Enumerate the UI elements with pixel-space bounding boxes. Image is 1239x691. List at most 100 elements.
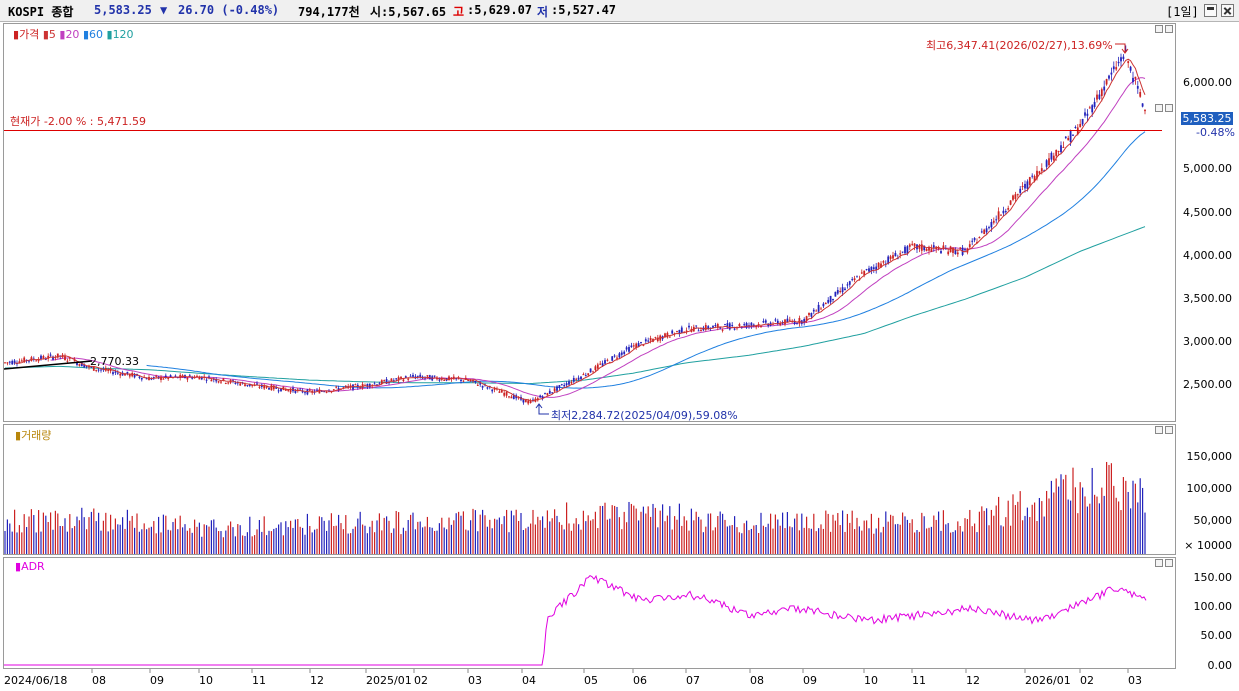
volume-bar bbox=[162, 514, 164, 554]
candle-body bbox=[712, 325, 714, 328]
volume-bar bbox=[885, 511, 887, 554]
candle-body bbox=[587, 373, 590, 376]
candle-body bbox=[1120, 57, 1122, 62]
pane-close-icon[interactable] bbox=[1165, 559, 1173, 567]
pane-close-icon[interactable] bbox=[1165, 25, 1173, 33]
candle-body bbox=[1103, 86, 1106, 91]
volume-bar bbox=[345, 515, 347, 554]
volume-bar bbox=[590, 520, 592, 554]
candle-body bbox=[1105, 79, 1108, 85]
volume-bar bbox=[362, 524, 364, 554]
volume-bar bbox=[136, 513, 138, 554]
y-tick: 50,000 bbox=[1193, 514, 1233, 527]
volume-bar bbox=[141, 529, 143, 554]
volume-bar bbox=[1103, 495, 1105, 554]
volume-bar bbox=[429, 527, 431, 554]
volume-bar bbox=[998, 496, 1000, 554]
volume-bar bbox=[986, 508, 988, 554]
pane-minimize-icon[interactable] bbox=[1155, 559, 1163, 567]
volume-bar bbox=[1137, 502, 1139, 554]
volume-bar bbox=[83, 517, 85, 554]
volume-bar bbox=[4, 530, 6, 554]
volume-bar bbox=[246, 532, 248, 554]
grid-lines bbox=[91, 669, 1129, 673]
volume-bar bbox=[568, 523, 570, 554]
candle-body bbox=[1127, 61, 1130, 64]
volume-bar bbox=[218, 531, 220, 554]
pane-minimize-icon[interactable] bbox=[1155, 426, 1163, 434]
low-arrow-icon bbox=[535, 403, 549, 415]
candle-body bbox=[116, 372, 119, 374]
candle-body bbox=[568, 381, 570, 385]
volume-bar bbox=[40, 531, 42, 554]
pane-close-icon[interactable] bbox=[1165, 426, 1173, 434]
candle-body bbox=[851, 279, 854, 281]
volume-bar bbox=[753, 525, 755, 554]
candle-body bbox=[112, 372, 114, 375]
volume-bar bbox=[182, 527, 184, 554]
candle-body bbox=[1108, 75, 1110, 79]
minimize-icon[interactable] bbox=[1204, 4, 1217, 17]
volume-bar bbox=[1086, 506, 1088, 554]
volume-bar bbox=[695, 511, 697, 554]
candle-body bbox=[133, 373, 136, 378]
volume-bar bbox=[220, 531, 222, 554]
volume-bar bbox=[1067, 499, 1069, 554]
candle-body bbox=[656, 337, 659, 342]
volume-bar bbox=[822, 528, 824, 554]
candle-body bbox=[448, 376, 450, 381]
volume-bar bbox=[1098, 503, 1100, 554]
volume-bar bbox=[383, 517, 385, 554]
volume-bar bbox=[290, 520, 292, 554]
candle-body bbox=[983, 229, 986, 235]
volume-bar bbox=[352, 528, 354, 554]
volume-bar bbox=[105, 512, 107, 554]
x-tick: 11 bbox=[912, 674, 926, 687]
x-tick: 08 bbox=[92, 674, 106, 687]
candle-body bbox=[947, 251, 950, 255]
volume-bar bbox=[722, 513, 724, 554]
candle-body bbox=[145, 378, 148, 380]
volume-bar bbox=[746, 520, 748, 554]
volume-bar bbox=[26, 527, 28, 554]
candle-body bbox=[510, 396, 513, 399]
candle-body bbox=[863, 270, 866, 276]
last-price: 5,583.25 bbox=[94, 3, 152, 17]
candle-body bbox=[80, 362, 83, 367]
ma20-line bbox=[50, 77, 1146, 398]
candle-body bbox=[620, 352, 623, 355]
candle-body bbox=[618, 353, 621, 358]
pane-minimize-icon[interactable] bbox=[1155, 25, 1163, 33]
close-icon[interactable] bbox=[1221, 4, 1234, 17]
volume-bar bbox=[1000, 525, 1002, 554]
volume-bar bbox=[995, 505, 997, 554]
candle-body bbox=[11, 360, 14, 365]
volume-bar bbox=[1113, 485, 1115, 554]
volume-bar bbox=[239, 525, 241, 554]
volume-bar bbox=[306, 513, 308, 554]
volume-bar bbox=[938, 511, 940, 554]
pane-close-icon[interactable] bbox=[1165, 104, 1173, 112]
candle-body bbox=[558, 385, 561, 388]
candle-body bbox=[1031, 175, 1034, 177]
candle-body bbox=[743, 324, 746, 326]
candle-body bbox=[140, 377, 143, 380]
volume-bar bbox=[1031, 504, 1033, 554]
volume-bar bbox=[405, 530, 407, 554]
volume-bar bbox=[1058, 486, 1060, 554]
candle-body bbox=[270, 385, 273, 391]
volume-bar bbox=[702, 532, 704, 554]
volume-bar bbox=[866, 520, 868, 554]
period-selector[interactable]: [1일] bbox=[1166, 5, 1199, 19]
candle-body bbox=[6, 362, 9, 364]
volume-bar bbox=[494, 518, 496, 554]
candle-body bbox=[899, 253, 902, 255]
index-name[interactable]: KOSPI 종합 bbox=[8, 5, 74, 19]
pane-minimize-icon[interactable] bbox=[1155, 104, 1163, 112]
candle-body bbox=[138, 376, 141, 378]
volume-bar bbox=[1125, 480, 1127, 554]
volume-bar bbox=[1142, 487, 1144, 554]
candle-body bbox=[419, 374, 422, 378]
candle-body bbox=[762, 321, 765, 323]
